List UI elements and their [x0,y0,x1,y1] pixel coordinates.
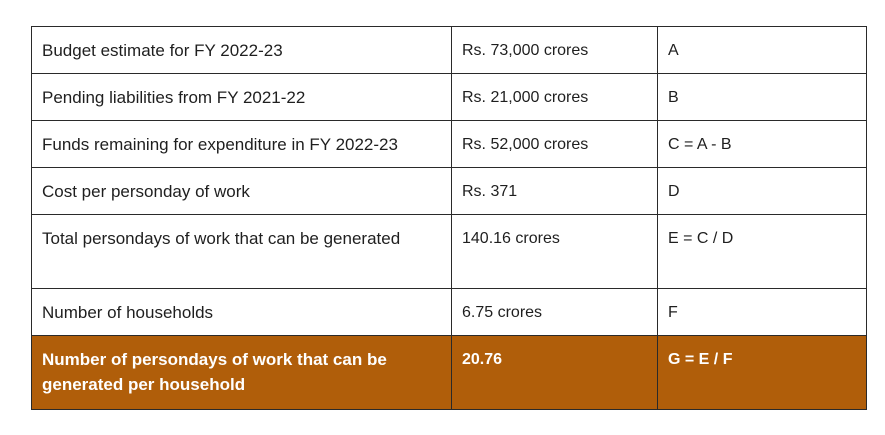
row-label: Total persondays of work that can be gen… [31,214,452,289]
row-formula: C = A - B [657,120,867,168]
row-formula: D [657,167,867,215]
row-label: Budget estimate for FY 2022-23 [31,26,452,74]
row-formula: A [657,26,867,74]
row-value: 6.75 crores [451,288,658,336]
row-formula: B [657,73,867,121]
table-row: Cost per personday of work Rs. 371 D [31,167,867,215]
row-value: Rs. 73,000 crores [451,26,658,74]
row-label: Pending liabilities from FY 2021-22 [31,73,452,121]
row-formula: E = C / D [657,214,867,289]
table-row: Funds remaining for expenditure in FY 20… [31,120,867,168]
budget-calculation-table: Budget estimate for FY 2022-23 Rs. 73,00… [31,26,867,410]
row-label: Funds remaining for expenditure in FY 20… [31,120,452,168]
table-row: Budget estimate for FY 2022-23 Rs. 73,00… [31,26,867,74]
table-row: Pending liabilities from FY 2021-22 Rs. … [31,73,867,121]
row-label: Number of persondays of work that can be… [31,335,452,410]
row-value: Rs. 52,000 crores [451,120,658,168]
row-value: 140.16 crores [451,214,658,289]
highlighted-result-row: Number of persondays of work that can be… [31,335,867,410]
row-formula: F [657,288,867,336]
row-value: 20.76 [451,335,658,410]
row-value: Rs. 21,000 crores [451,73,658,121]
row-label: Cost per personday of work [31,167,452,215]
table-row: Number of households 6.75 crores F [31,288,867,336]
table-row: Total persondays of work that can be gen… [31,214,867,289]
row-label: Number of households [31,288,452,336]
row-formula: G = E / F [657,335,867,410]
row-value: Rs. 371 [451,167,658,215]
